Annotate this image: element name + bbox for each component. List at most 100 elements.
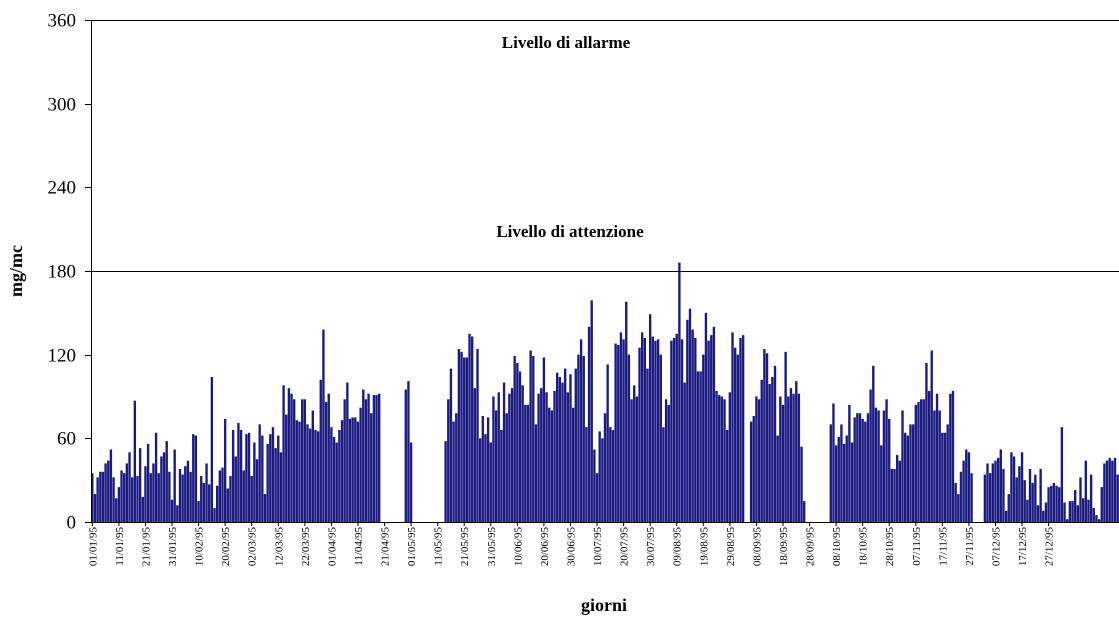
bar [146,443,150,522]
bar [338,429,341,522]
x-tick-label: 20/02/95 [220,527,232,567]
bar [898,460,902,522]
bar [407,381,410,522]
x-tick-label: 08/09/95 [751,527,763,567]
bar [510,388,514,522]
bar [93,494,97,522]
bar [675,333,678,522]
bar [213,508,216,522]
bar [1026,499,1029,522]
bar [186,460,190,522]
bar [943,432,947,522]
bar [1052,482,1056,522]
bar [343,399,346,522]
bar [476,349,479,522]
bar [694,337,697,522]
x-tick-label: 02/03/95 [247,527,259,567]
bar [269,434,272,522]
bar [112,477,115,522]
bar [489,442,492,522]
bar [500,429,503,522]
bar [749,421,753,522]
bar [91,473,94,522]
bar [115,498,118,522]
bar [829,424,832,522]
y-tick-label: 60 [57,429,76,450]
bar [571,407,575,522]
bar [239,429,243,522]
bar [996,457,1000,522]
bar [1047,487,1050,522]
bar [157,473,160,522]
bar [614,343,617,522]
bar [638,347,641,522]
bar [138,448,142,522]
bar [1020,452,1024,522]
bar [449,368,453,522]
bar [229,475,232,522]
attention-level-label: Livello di attenzione [496,222,644,241]
bar [864,421,867,522]
bar [901,410,904,522]
bar [354,417,357,522]
bar [957,494,960,522]
bar [874,407,878,522]
bar [728,392,732,522]
y-tick-label: 0 [67,513,77,534]
bar [101,471,105,522]
bar [1036,505,1040,522]
bar [877,410,880,522]
bar-series [91,262,1119,522]
bar [245,434,248,522]
bar [529,350,532,522]
bar [1097,519,1101,522]
bar [710,335,713,522]
bar [752,416,755,522]
x-tick-label: 21/04/95 [380,527,392,567]
bar [625,301,628,522]
bar [301,399,304,522]
bar [314,429,317,522]
bar [683,382,686,522]
bar [1028,469,1032,522]
bar [293,399,296,522]
bar [914,404,917,522]
x-axis-title: giorni [581,595,627,615]
bar [258,424,261,522]
bar [378,393,381,522]
bar [803,501,806,522]
bar [664,399,668,522]
bar [601,438,604,522]
bar [768,383,771,522]
bar [513,356,516,522]
bar [494,410,498,522]
bar [348,418,352,522]
bar [917,402,920,522]
bar [473,388,477,522]
bar [967,452,971,522]
bar [1018,466,1021,522]
bar [763,349,766,522]
x-tick-label: 01/01/95 [87,527,99,567]
bar [316,431,320,522]
y-tick-label: 120 [48,346,77,367]
bar [837,436,840,522]
bar [911,424,915,522]
bar [481,416,484,522]
bar [834,445,838,522]
x-tick-label: 27/12/95 [1044,527,1056,567]
bar [699,371,702,522]
bar [136,475,139,522]
bar [795,381,798,522]
bar [261,435,264,522]
bar [178,469,182,522]
x-tick-label: 10/02/95 [194,527,206,567]
bar [1010,452,1013,522]
bar [919,399,923,522]
bar [983,474,987,522]
x-tick-label: 20/06/95 [539,527,551,567]
bar [933,410,936,522]
y-tick-label: 300 [48,95,77,116]
bar [144,466,147,522]
bar [731,332,734,522]
